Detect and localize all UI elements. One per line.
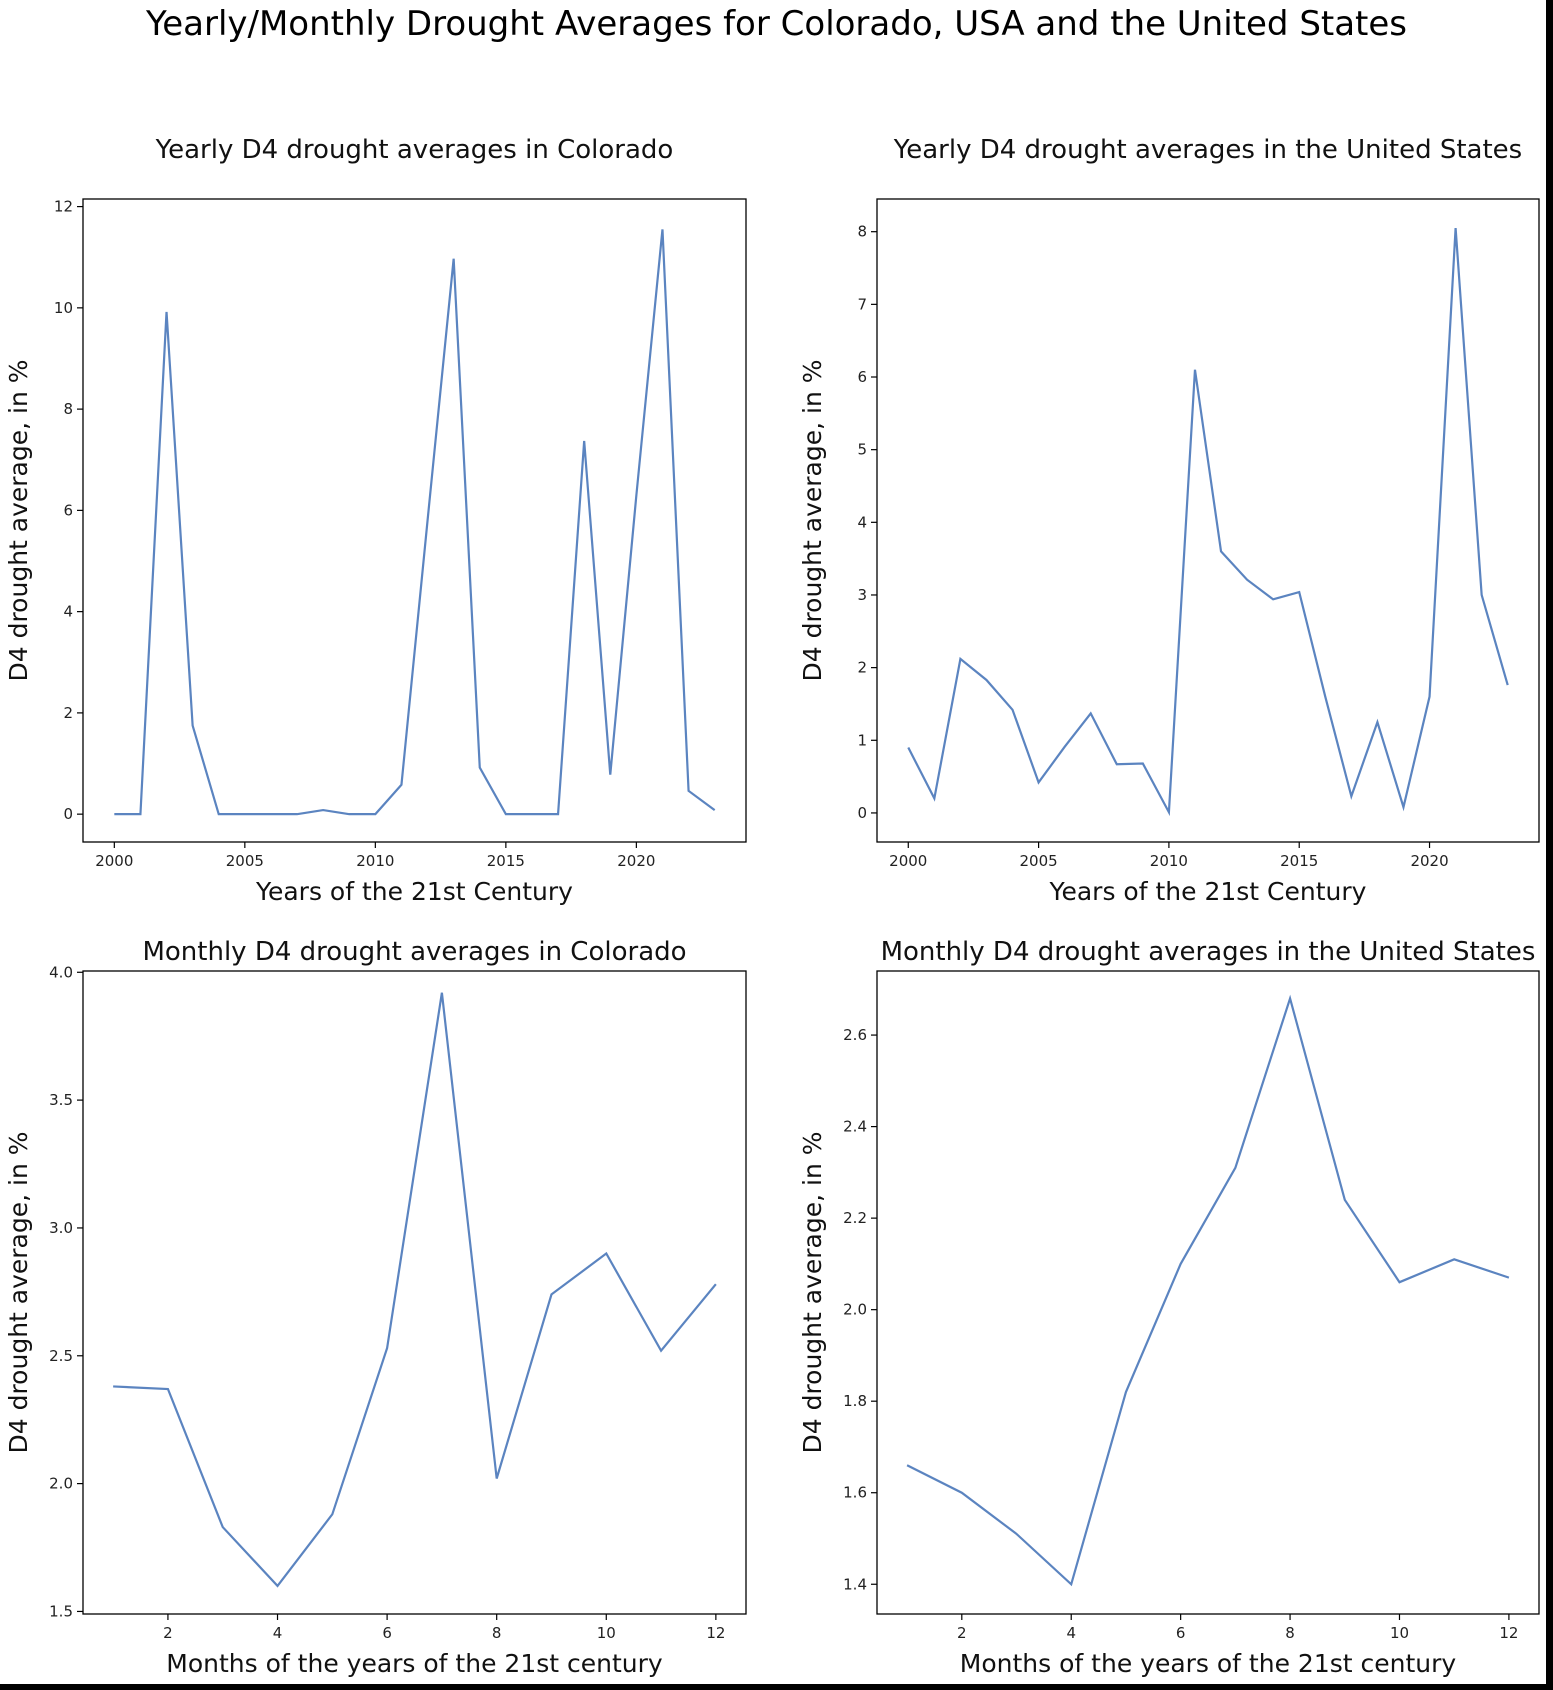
y-tick-label: 0 [857, 804, 867, 822]
series-line [906, 994, 1510, 1587]
x-tick-label: 4 [273, 1624, 283, 1642]
screenshot-bottom-edge [0, 1684, 1553, 1690]
y-tick-label: 12 [54, 198, 73, 216]
x-axis-label: Years of the 21st Century [255, 877, 573, 906]
y-tick-label: 2.2 [843, 1209, 867, 1227]
axes-frame [82, 970, 747, 1615]
x-tick-label: 2020 [1410, 852, 1448, 870]
y-tick-label: 3.5 [49, 1091, 73, 1109]
x-tick-label: 12 [1499, 1624, 1518, 1642]
chart-title: Monthly D4 drought averages in the Unite… [881, 937, 1536, 967]
y-tick-label: 4 [857, 513, 867, 531]
y-tick-label: 2.0 [49, 1475, 73, 1493]
x-tick-label: 2010 [356, 852, 394, 870]
x-tick-label: 2015 [487, 852, 525, 870]
y-tick-label: 3.0 [49, 1219, 73, 1237]
y-axis-label: D4 drought average, in % [4, 1131, 33, 1453]
x-tick-label: 6 [1176, 1624, 1186, 1642]
chart-title: Yearly D4 drought averages in the United… [893, 135, 1522, 165]
y-tick-label: 1.5 [49, 1602, 73, 1620]
x-tick-label: 2005 [1019, 852, 1057, 870]
x-tick-label: 2000 [95, 852, 133, 870]
x-axis-label: Years of the 21st Century [1049, 877, 1367, 906]
series-line [113, 992, 717, 1588]
y-tick-label: 2.6 [843, 1026, 867, 1044]
y-tick-label: 6 [857, 368, 867, 386]
y-tick-label: 2 [63, 704, 73, 722]
x-tick-label: 2 [163, 1624, 173, 1642]
chart-monthly-us: Monthly D4 drought averages in the Unite… [798, 937, 1540, 1678]
x-tick-label: 2015 [1280, 852, 1318, 870]
y-tick-label: 6 [63, 501, 73, 519]
x-tick-label: 2 [957, 1624, 967, 1642]
chart-yearly-us: Yearly D4 drought averages in the United… [798, 135, 1540, 906]
y-tick-label: 1 [857, 731, 867, 749]
axes-frame [876, 970, 1540, 1615]
series-line [114, 229, 716, 816]
x-tick-label: 6 [382, 1624, 392, 1642]
x-tick-label: 8 [492, 1624, 502, 1642]
x-axis-label: Months of the years of the 21st century [166, 1649, 663, 1678]
y-axis-label: D4 drought average, in % [4, 359, 33, 681]
x-tick-label: 8 [1285, 1624, 1295, 1642]
y-tick-label: 1.4 [843, 1575, 867, 1593]
x-axis-label: Months of the years of the 21st century [960, 1649, 1457, 1678]
chart-yearly-colorado: Yearly D4 drought averages in Colorado Ye… [4, 135, 747, 906]
screenshot-right-edge [1546, 0, 1553, 1690]
y-tick-label: 3 [857, 586, 867, 604]
axes-frame [876, 198, 1540, 843]
figure-suptitle: Yearly/Monthly Drought Averages for Colo… [145, 4, 1408, 44]
x-tick-label: 2010 [1150, 852, 1188, 870]
chart-monthly-colorado: Monthly D4 drought averages in Colorado M… [4, 937, 747, 1678]
chart-title: Yearly D4 drought averages in Colorado [155, 135, 674, 165]
x-tick-label: 2020 [617, 852, 655, 870]
y-tick-label: 2.5 [49, 1347, 73, 1365]
y-axis-label: D4 drought average, in % [798, 359, 827, 681]
axes-frame [82, 198, 747, 843]
x-tick-label: 2005 [226, 852, 264, 870]
y-tick-label: 0 [63, 805, 73, 823]
y-tick-label: 1.6 [843, 1484, 867, 1502]
x-tick-label: 10 [597, 1624, 616, 1642]
y-tick-label: 5 [857, 441, 867, 459]
y-tick-label: 4.0 [49, 963, 73, 981]
x-tick-label: 10 [1390, 1624, 1409, 1642]
x-tick-label: 2000 [889, 852, 927, 870]
y-tick-label: 2 [857, 659, 867, 677]
series-line [907, 227, 1509, 817]
x-tick-label: 12 [706, 1624, 725, 1642]
y-tick-label: 8 [63, 400, 73, 418]
chart-title: Monthly D4 drought averages in Colorado [142, 937, 686, 967]
y-tick-label: 1.8 [843, 1392, 867, 1410]
y-tick-label: 7 [857, 295, 867, 313]
y-tick-label: 4 [63, 603, 73, 621]
x-tick-label: 4 [1066, 1624, 1076, 1642]
y-axis-label: D4 drought average, in % [798, 1131, 827, 1453]
y-tick-label: 2.4 [843, 1118, 867, 1136]
y-tick-label: 2.0 [843, 1301, 867, 1319]
y-tick-label: 10 [54, 299, 73, 317]
y-tick-label: 8 [857, 223, 867, 241]
